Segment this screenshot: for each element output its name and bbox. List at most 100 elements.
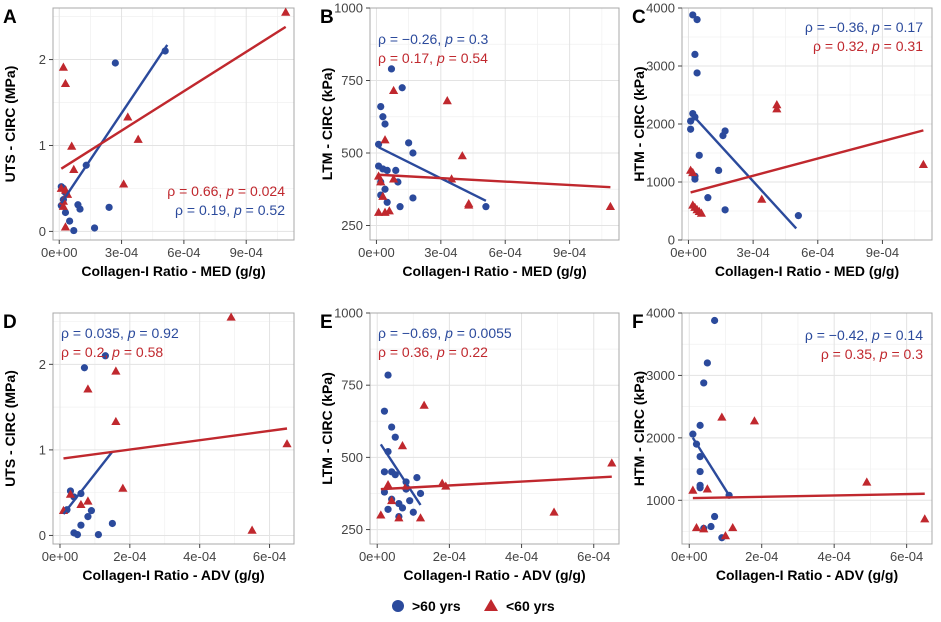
data-point-triangle xyxy=(281,7,291,16)
stat-p-symbol: p xyxy=(436,344,445,360)
stat-p-symbol: p xyxy=(871,19,880,35)
legend: >60 yrs <60 yrs xyxy=(392,598,555,614)
data-point-circle xyxy=(398,504,407,512)
panel-b: 0e+00 3e-04 6e-04 9e-04 250 500 750 1000 Collage… xyxy=(319,1,620,279)
data-point-triangle xyxy=(464,200,474,209)
fit-line xyxy=(379,443,422,506)
x-tick-label: 9e-04 xyxy=(553,245,586,260)
stat-p-symbol: p xyxy=(871,327,880,343)
data-point-triangle xyxy=(720,531,731,540)
data-point-triangle xyxy=(419,400,429,409)
y-tick-label: 1 xyxy=(39,442,46,457)
stat-p-value: = 0.58 xyxy=(120,344,163,360)
legend-older-label: >60 yrs xyxy=(412,598,461,614)
fit-line xyxy=(378,173,611,189)
data-point-circle xyxy=(388,423,396,431)
x-tick-label: 4e-04 xyxy=(505,549,538,564)
data-point-circle xyxy=(383,198,391,206)
x-tick-label: 2e-04 xyxy=(745,549,778,564)
data-point-circle xyxy=(384,371,392,379)
data-point-triangle xyxy=(749,416,760,425)
data-point-circle xyxy=(482,203,490,211)
data-point-circle xyxy=(76,205,84,213)
stat-p-value: = 0.3 xyxy=(453,31,489,47)
plot-area-d xyxy=(53,313,294,544)
data-point-circle xyxy=(380,407,389,415)
data-point-triangle xyxy=(378,191,388,200)
data-point-triangle xyxy=(699,524,709,533)
fit-line xyxy=(60,44,169,204)
x-tick-label: 4e-04 xyxy=(183,549,216,564)
data-point-triangle xyxy=(83,384,93,393)
data-point-triangle xyxy=(862,477,872,486)
x-tick-label: 9e-04 xyxy=(230,245,263,260)
x-tick-label: 6e-04 xyxy=(489,245,522,260)
data-point-circle xyxy=(704,194,712,202)
data-point-triangle xyxy=(696,208,706,217)
stat-annotation: ρ = 0.36, p = 0.22 xyxy=(378,344,488,360)
stat-annotation: ρ = 0.17, p = 0.54 xyxy=(378,50,488,66)
x-axis-label-c: Collagen-I Ratio - MED (g/g) xyxy=(715,263,899,279)
data-point-circle xyxy=(381,120,389,128)
fit-line xyxy=(62,450,114,515)
plot-frame-a xyxy=(52,7,295,241)
data-point-circle xyxy=(687,125,695,133)
stat-rho: ρ = −0.26, xyxy=(378,31,445,47)
data-point-triangle xyxy=(282,439,292,448)
stat-annotation: ρ = 0.19, p = 0.52 xyxy=(175,202,285,218)
data-point-circle xyxy=(703,359,711,367)
x-tick-label: 0e+00 xyxy=(670,245,707,260)
data-point-circle xyxy=(398,84,406,92)
data-point-circle xyxy=(721,206,729,214)
y-tick-label: 4000 xyxy=(646,306,675,321)
data-point-circle xyxy=(721,127,729,135)
plot-area-e xyxy=(370,313,619,544)
stat-p-symbol: p xyxy=(127,325,136,341)
x-axis-label-f: Collagen-I Ratio - ADV (g/g) xyxy=(716,567,898,583)
data-point-triangle xyxy=(83,496,93,505)
data-point-triangle xyxy=(457,151,467,160)
y-tick-label: 2 xyxy=(39,357,46,372)
data-point-triangle xyxy=(397,441,408,450)
data-point-circle xyxy=(696,467,704,476)
data-point-triangle xyxy=(918,159,928,168)
x-tick-label: 2e-04 xyxy=(113,549,146,564)
data-point-triangle xyxy=(67,141,77,150)
data-point-triangle xyxy=(65,489,76,498)
data-point-triangle xyxy=(111,416,121,426)
y-axis-label-a: UTS - CIRC (MPa) xyxy=(2,66,18,183)
data-point-triangle xyxy=(376,177,386,186)
data-point-circle xyxy=(66,217,74,225)
data-point-triangle xyxy=(691,522,702,532)
stat-rho: ρ = 0.32, xyxy=(813,38,872,54)
stat-annotation: ρ = −0.42, p = 0.14 xyxy=(805,327,923,343)
plot-frame-f xyxy=(681,312,933,545)
stat-rho: ρ = −0.69, xyxy=(378,325,445,341)
data-point-triangle xyxy=(69,164,79,173)
data-point-circle xyxy=(84,513,92,521)
data-point-circle xyxy=(691,50,699,59)
plot-frame-e xyxy=(369,312,620,545)
data-point-circle xyxy=(696,421,704,429)
panels: 0e+00 3e-04 6e-04 9e-04 0 1 2 Collagen-I Ratio … xyxy=(2,1,933,583)
stat-p-symbol: p xyxy=(871,38,880,54)
x-tick-label: 4e-04 xyxy=(818,549,851,564)
data-point-triangle xyxy=(123,112,133,121)
stat-p-value: = 0.17 xyxy=(880,19,923,35)
data-point-circle xyxy=(381,185,389,193)
x-tick-label: 6e-04 xyxy=(577,549,610,564)
data-point-triangle xyxy=(688,167,698,177)
data-point-circle xyxy=(61,208,70,217)
fit-line xyxy=(691,437,731,496)
stat-p-value: = 0.3 xyxy=(888,346,924,362)
data-point-circle xyxy=(73,530,82,539)
x-axis-label-e: Collagen-I Ratio - ADV (g/g) xyxy=(403,567,585,583)
y-axis-label-e: LTM - CIRC (kPa) xyxy=(319,372,335,485)
stat-annotation: ρ = 0.2, p = 0.58 xyxy=(61,344,163,360)
y-tick-label: 500 xyxy=(341,146,363,161)
data-point-triangle xyxy=(442,96,452,105)
x-tick-label: 9e-04 xyxy=(866,245,899,260)
data-point-circle xyxy=(406,497,414,505)
data-point-triangle xyxy=(380,135,390,144)
